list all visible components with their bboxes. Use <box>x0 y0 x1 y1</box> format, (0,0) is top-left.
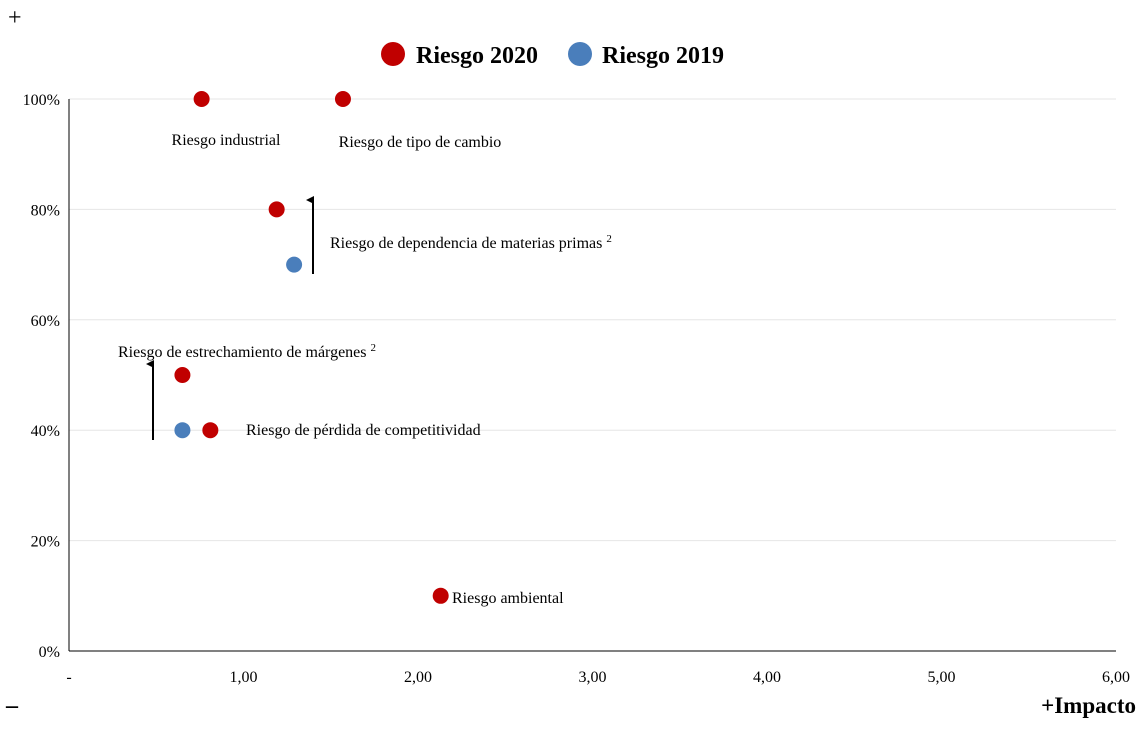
x-tick-label: 3,00 <box>579 669 607 686</box>
y-tick-label: 20% <box>31 534 60 551</box>
legend-label: Riesgo 2020 <box>416 43 538 69</box>
data-point-2020 <box>432 587 449 604</box>
y-tick-label: 40% <box>31 423 60 440</box>
risk-label: Riesgo de dependencia de materias primas… <box>330 233 612 252</box>
top-plus-marker: + <box>8 5 22 31</box>
risk-label: Riesgo de pérdida de competitividad <box>246 422 481 439</box>
x-tick-label: - <box>66 669 71 686</box>
data-point-2020 <box>174 367 191 383</box>
risk-label: Riesgo industrial <box>172 132 281 149</box>
data-point-2020 <box>193 91 210 107</box>
risk-label: Riesgo de estrechamiento de márgenes 2 <box>118 342 376 361</box>
data-point-2019 <box>174 422 191 439</box>
x-tick-label: 1,00 <box>230 669 258 686</box>
data-point-2020 <box>202 422 219 439</box>
data-point-2020 <box>334 91 351 107</box>
y-tick-label: 0% <box>39 644 60 661</box>
data-point-2019 <box>286 256 303 273</box>
y-tick-label: 60% <box>31 313 60 330</box>
x-tick-label: 5,00 <box>928 669 956 686</box>
risk-label: Riesgo de tipo de cambio <box>339 134 502 151</box>
y-tick-label: 100% <box>23 92 60 109</box>
legend-marker-2019 <box>568 42 592 66</box>
legend-label: Riesgo 2019 <box>602 43 724 69</box>
risk-label: Riesgo ambiental <box>452 590 564 607</box>
x-tick-label: 2,00 <box>404 669 432 686</box>
impact-axis-label: +Impacto <box>1041 693 1136 718</box>
y-tick-label: 80% <box>31 202 60 219</box>
x-tick-label: 4,00 <box>753 669 781 686</box>
data-point-2020 <box>268 201 285 218</box>
x-tick-label: 6,00 <box>1102 669 1130 686</box>
bottom-minus-marker: – <box>6 693 18 719</box>
legend-marker-2020 <box>381 42 405 66</box>
